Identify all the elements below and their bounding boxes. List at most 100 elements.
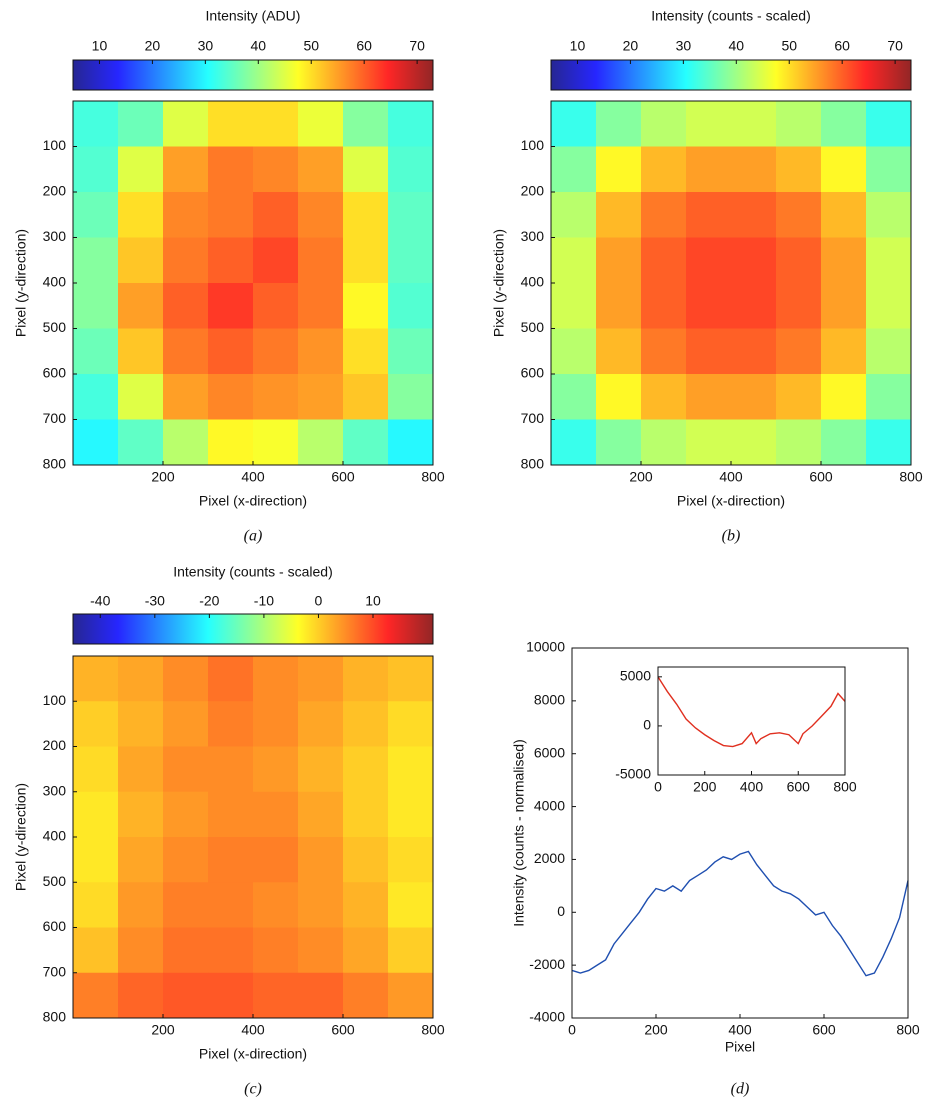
- heatmap-cell: [596, 419, 642, 466]
- heatmap-cell: [821, 419, 867, 466]
- heatmap-cell: [343, 972, 389, 1019]
- heatmap-cell: [208, 419, 254, 466]
- heatmap-cell: [551, 328, 597, 375]
- heatmap-cell: [551, 283, 597, 329]
- heatmap-cell: [641, 101, 687, 147]
- heatmap-cell: [343, 283, 389, 329]
- y-tick-label: 400: [43, 828, 67, 844]
- heatmap-cell: [253, 419, 299, 466]
- heatmap-cell: [388, 374, 434, 420]
- heatmap-cell: [641, 328, 687, 375]
- heatmap-cell: [821, 374, 867, 420]
- heatmap-cell: [298, 237, 344, 284]
- y-tick-label: 800: [43, 1009, 67, 1025]
- heatmap-cell: [253, 192, 299, 238]
- heatmap-cell: [73, 701, 119, 747]
- colorbar-tick-label: 0: [315, 593, 323, 609]
- heatmap-cell: [686, 192, 732, 238]
- heatmap-cell: [73, 328, 119, 375]
- x-tick-label: 200: [629, 469, 653, 485]
- heatmap-cell: [163, 237, 209, 284]
- heatmap-cell: [208, 837, 254, 883]
- heatmap-cell: [388, 927, 434, 974]
- heatmap-cell: [253, 146, 299, 193]
- heatmap-cell: [253, 656, 299, 702]
- heatmap-cell: [821, 283, 867, 329]
- heatmap-cell: [253, 101, 299, 147]
- heatmap-cell: [343, 656, 389, 702]
- y-tick-label: 5000: [620, 668, 651, 684]
- heatmap-cell: [163, 101, 209, 147]
- heatmap-cell: [596, 374, 642, 420]
- heatmap-cell: [118, 283, 164, 329]
- heatmap-cell: [551, 192, 597, 238]
- colorbar-label: Intensity (counts - scaled): [651, 8, 811, 24]
- y-tick-label: 0: [557, 903, 565, 919]
- panel-caption: (c): [244, 1081, 262, 1098]
- colorbar-tick-label: 70: [887, 38, 903, 54]
- heatmap-cell: [641, 419, 687, 466]
- heatmap-cell: [776, 237, 822, 284]
- heatmap-cell: [208, 101, 254, 147]
- heatmap-cell: [388, 656, 434, 702]
- heatmap-cell: [343, 192, 389, 238]
- heatmap-cell: [118, 837, 164, 883]
- heatmap-cell: [208, 656, 254, 702]
- heatmap-cell: [776, 101, 822, 147]
- heatmap-cell: [821, 146, 867, 193]
- y-tick-label: 300: [521, 228, 545, 244]
- heatmap-cell: [163, 328, 209, 375]
- heatmap-cell: [866, 283, 912, 329]
- colorbar-tick-label: -40: [90, 593, 110, 609]
- y-axis-label: Pixel (y-direction): [491, 229, 507, 337]
- x-tick-label: 800: [421, 469, 445, 485]
- heatmap-cell: [343, 374, 389, 420]
- plot-background: [658, 667, 845, 775]
- heatmap-cell: [163, 927, 209, 974]
- heatmap-cell: [298, 146, 344, 193]
- x-tick-label: 200: [151, 1022, 175, 1038]
- y-tick-label: 500: [43, 319, 67, 335]
- heatmap-cell: [343, 882, 389, 928]
- heatmap-cell: [208, 701, 254, 747]
- heatmap-cell: [866, 328, 912, 375]
- heatmap-cell: [686, 419, 732, 466]
- heatmap-cell: [73, 656, 119, 702]
- x-tick-label: 200: [644, 1022, 668, 1038]
- heatmap-cell: [298, 192, 344, 238]
- heatmap-cell: [388, 837, 434, 883]
- heatmap-cell: [298, 927, 344, 974]
- y-tick-label: 600: [43, 365, 67, 381]
- y-tick-label: 200: [43, 183, 67, 199]
- y-tick-label: 800: [43, 456, 67, 472]
- x-tick-label: 400: [728, 1022, 752, 1038]
- heatmap-cell: [253, 972, 299, 1019]
- colorbar-tick-label: -20: [199, 593, 219, 609]
- heatmap-cell: [208, 791, 254, 838]
- heatmap-cell: [253, 701, 299, 747]
- heatmap-cell: [551, 101, 597, 147]
- heatmap-cell: [686, 237, 732, 284]
- panel-caption: (a): [244, 528, 263, 545]
- y-tick-label: -2000: [529, 956, 565, 972]
- heatmap-cell: [776, 374, 822, 420]
- heatmap-cell: [731, 237, 777, 284]
- colorbar-label: Intensity (counts - scaled): [173, 564, 333, 580]
- y-tick-label: 700: [521, 410, 545, 426]
- y-tick-label: 800: [521, 456, 545, 472]
- y-tick-label: -5000: [615, 766, 651, 782]
- heatmap-cell: [551, 146, 597, 193]
- heatmap-cell: [596, 237, 642, 284]
- heatmap-cell: [163, 419, 209, 466]
- heatmap-cell: [118, 882, 164, 928]
- x-tick-label: 0: [654, 779, 662, 795]
- heatmap-cell: [686, 101, 732, 147]
- heatmap-cell: [208, 374, 254, 420]
- heatmap-cell: [163, 746, 209, 793]
- heatmap-cell: [298, 419, 344, 466]
- heatmap-cell: [163, 972, 209, 1019]
- x-tick-label: 600: [809, 469, 833, 485]
- heatmap-cell: [388, 192, 434, 238]
- heatmap-cell: [298, 374, 344, 420]
- heatmap-cell: [253, 283, 299, 329]
